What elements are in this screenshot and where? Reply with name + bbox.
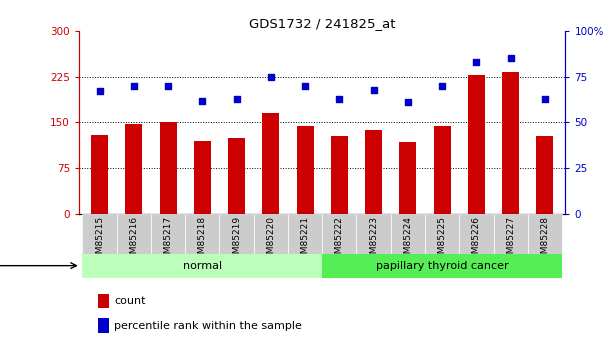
- Bar: [194, 141, 211, 214]
- Point: [472, 59, 482, 65]
- Bar: [83, 254, 322, 278]
- Bar: [117, 214, 151, 254]
- Bar: [434, 126, 451, 214]
- Bar: [356, 214, 391, 254]
- Text: GSM85220: GSM85220: [266, 216, 275, 265]
- Bar: [399, 142, 416, 214]
- Bar: [391, 214, 425, 254]
- Bar: [83, 214, 117, 254]
- Text: GSM85224: GSM85224: [403, 216, 412, 265]
- Bar: [151, 214, 185, 254]
- Point: [334, 96, 344, 101]
- Text: GSM85215: GSM85215: [95, 216, 104, 265]
- Bar: [185, 214, 219, 254]
- Text: GSM85226: GSM85226: [472, 216, 481, 265]
- Bar: [288, 214, 322, 254]
- Point: [403, 100, 413, 105]
- Bar: [502, 72, 519, 214]
- Point: [95, 89, 105, 94]
- Bar: [536, 136, 553, 214]
- Bar: [297, 126, 314, 214]
- Bar: [262, 113, 280, 214]
- Text: GSM85228: GSM85228: [541, 216, 550, 265]
- Bar: [159, 122, 177, 214]
- Bar: [468, 75, 485, 214]
- Text: GSM85217: GSM85217: [164, 216, 173, 265]
- Text: percentile rank within the sample: percentile rank within the sample: [114, 321, 302, 331]
- Text: GSM85223: GSM85223: [369, 216, 378, 265]
- Bar: [125, 124, 142, 214]
- Bar: [98, 294, 109, 308]
- Text: GSM85216: GSM85216: [130, 216, 139, 265]
- Bar: [322, 214, 356, 254]
- Point: [129, 83, 139, 89]
- Bar: [425, 214, 459, 254]
- Text: GSM85221: GSM85221: [300, 216, 309, 265]
- Text: normal: normal: [183, 261, 222, 270]
- Point: [506, 56, 516, 61]
- Bar: [254, 214, 288, 254]
- Bar: [91, 135, 108, 214]
- Point: [163, 83, 173, 89]
- Text: GSM85225: GSM85225: [438, 216, 447, 265]
- Text: GSM85227: GSM85227: [506, 216, 515, 265]
- Title: GDS1732 / 241825_at: GDS1732 / 241825_at: [249, 17, 395, 30]
- Point: [437, 83, 447, 89]
- Point: [540, 96, 550, 101]
- Point: [300, 83, 310, 89]
- Point: [232, 96, 241, 101]
- Bar: [98, 318, 109, 333]
- Bar: [331, 136, 348, 214]
- Bar: [459, 214, 494, 254]
- Text: count: count: [114, 296, 145, 306]
- Bar: [365, 130, 382, 214]
- Bar: [528, 214, 562, 254]
- Point: [266, 74, 275, 80]
- Text: GSM85218: GSM85218: [198, 216, 207, 265]
- Bar: [494, 214, 528, 254]
- Bar: [228, 138, 245, 214]
- Text: GSM85219: GSM85219: [232, 216, 241, 265]
- Bar: [322, 254, 562, 278]
- Point: [198, 98, 207, 103]
- Bar: [219, 214, 254, 254]
- Point: [369, 87, 379, 92]
- Text: GSM85222: GSM85222: [335, 216, 344, 265]
- Text: papillary thyroid cancer: papillary thyroid cancer: [376, 261, 508, 270]
